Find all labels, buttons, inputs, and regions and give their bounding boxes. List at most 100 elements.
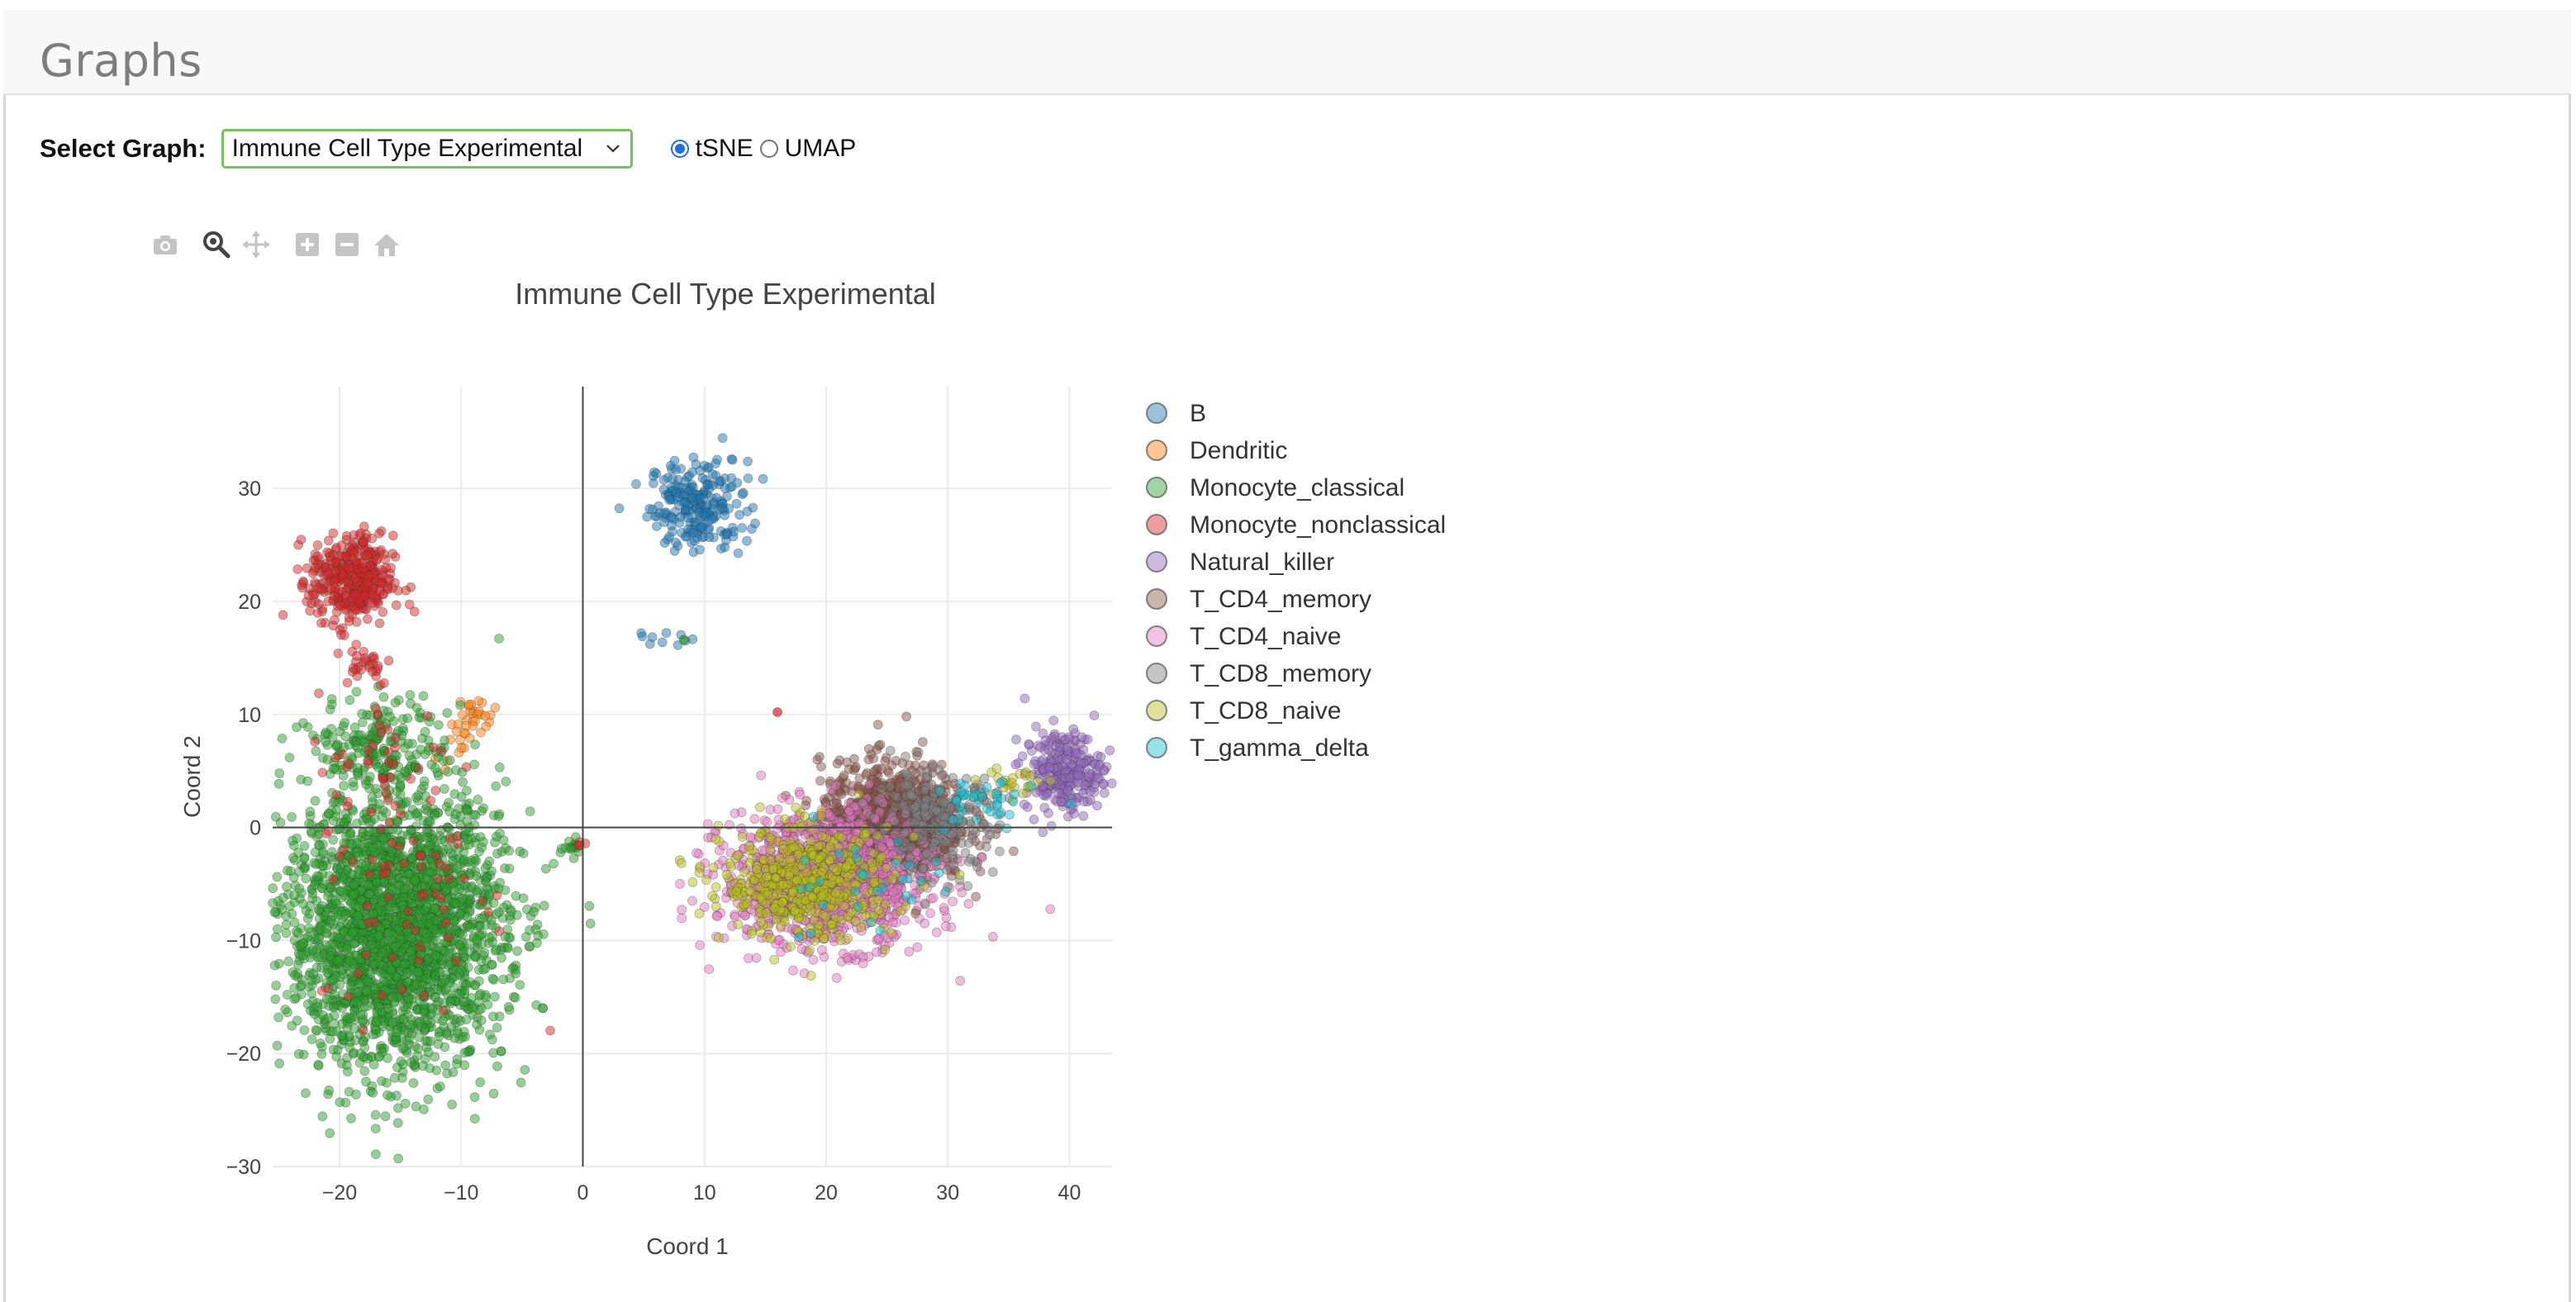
- data-point: [328, 1002, 339, 1013]
- data-point: [313, 952, 324, 962]
- data-point: [918, 737, 928, 747]
- home-icon[interactable]: [370, 228, 403, 261]
- graph-select[interactable]: Immune Cell Type Experimental: [221, 129, 633, 169]
- data-point: [337, 1019, 348, 1029]
- data-point: [287, 812, 297, 822]
- data-point: [353, 999, 363, 1010]
- data-point: [434, 996, 444, 1007]
- data-point: [357, 709, 368, 719]
- data-point: [500, 863, 510, 873]
- data-point: [340, 1097, 351, 1108]
- data-point: [307, 888, 318, 899]
- umap-radio-label[interactable]: UMAP: [784, 135, 857, 162]
- data-point: [696, 522, 706, 533]
- data-point: [452, 863, 463, 874]
- data-point: [419, 991, 430, 1000]
- data-point: [383, 892, 393, 903]
- data-point: [444, 948, 454, 958]
- data-point: [649, 478, 658, 488]
- data-point: [411, 792, 421, 803]
- data-point: [395, 809, 406, 820]
- data-point: [430, 810, 440, 820]
- data-point: [383, 584, 393, 595]
- data-point: [631, 478, 641, 489]
- data-point: [454, 968, 464, 978]
- data-point: [271, 932, 281, 943]
- data-point: [372, 554, 383, 564]
- data-point: [330, 972, 341, 981]
- data-point: [463, 700, 474, 710]
- data-point: [404, 750, 415, 761]
- data-point: [352, 838, 363, 848]
- data-point: [440, 1060, 451, 1071]
- zoom-in-icon[interactable]: [291, 228, 324, 261]
- data-point: [877, 763, 886, 774]
- data-point: [432, 928, 442, 938]
- data-point: [305, 606, 316, 616]
- data-point: [316, 618, 326, 629]
- data-point: [325, 551, 335, 562]
- data-point: [691, 459, 701, 470]
- data-point: [490, 991, 500, 1002]
- data-point: [349, 722, 360, 733]
- data-point: [344, 739, 354, 750]
- tsne-radio[interactable]: [670, 140, 689, 158]
- data-point: [351, 687, 362, 697]
- data-point: [349, 548, 359, 558]
- data-point: [458, 777, 468, 787]
- data-point: [872, 720, 883, 730]
- data-point: [336, 1030, 347, 1041]
- data-point: [413, 763, 424, 773]
- data-point: [1009, 846, 1019, 857]
- data-point: [684, 471, 695, 482]
- data-point: [430, 850, 441, 861]
- data-point: [430, 1052, 440, 1062]
- data-point: [456, 791, 467, 802]
- data-point: [454, 804, 463, 814]
- data-point: [430, 904, 440, 915]
- data-point: [378, 606, 388, 617]
- umap-radio[interactable]: [759, 140, 778, 158]
- data-point: [422, 1015, 433, 1025]
- data-point: [363, 756, 373, 766]
- data-point: [272, 924, 283, 934]
- data-point: [439, 904, 449, 915]
- data-point: [289, 935, 300, 945]
- data-point: [1062, 786, 1073, 796]
- data-point: [444, 874, 454, 884]
- data-point: [417, 918, 428, 929]
- chevron-down-icon: [606, 145, 620, 153]
- data-point: [416, 862, 426, 872]
- data-point: [435, 1081, 445, 1091]
- tsne-radio-label[interactable]: tSNE: [695, 135, 753, 162]
- data-point: [355, 528, 366, 539]
- chart-title: Immune Cell Type Experimental: [515, 277, 936, 311]
- data-point: [928, 893, 939, 903]
- data-point: [335, 630, 346, 640]
- camera-icon[interactable]: [149, 228, 182, 261]
- data-point: [680, 497, 690, 507]
- pan-icon[interactable]: [240, 228, 273, 261]
- data-point: [832, 798, 842, 809]
- data-point: [673, 492, 683, 502]
- data-point: [405, 690, 416, 701]
- data-point: [434, 720, 444, 730]
- data-point: [369, 983, 380, 994]
- data-point: [331, 542, 342, 553]
- data-point: [321, 924, 332, 934]
- page-title: Graphs: [40, 35, 202, 87]
- data-point: [584, 900, 595, 911]
- data-point: [272, 1040, 283, 1051]
- data-point: [364, 889, 375, 900]
- data-point: [476, 1003, 487, 1014]
- data-point: [293, 1048, 304, 1059]
- data-point: [695, 544, 705, 555]
- data-point: [333, 649, 344, 658]
- data-point: [452, 1014, 463, 1024]
- zoom-out-icon[interactable]: [330, 228, 364, 261]
- data-point: [384, 817, 395, 827]
- data-point: [1099, 779, 1109, 789]
- data-point: [529, 906, 539, 917]
- data-point: [411, 1101, 421, 1112]
- zoom-icon[interactable]: [200, 228, 233, 261]
